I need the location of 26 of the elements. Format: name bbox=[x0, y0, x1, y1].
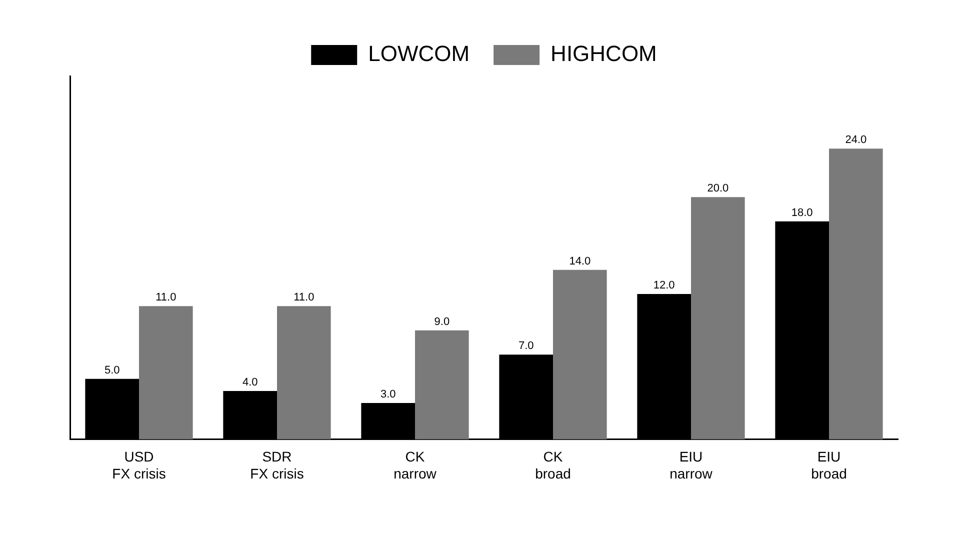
x-tick-label: USD FX crisis bbox=[112, 448, 166, 482]
legend-label: HIGHCOM bbox=[550, 41, 657, 66]
legend-label: LOWCOM bbox=[368, 41, 470, 66]
bar bbox=[829, 148, 883, 440]
bar bbox=[415, 330, 469, 440]
bar bbox=[277, 306, 331, 440]
bar bbox=[553, 270, 607, 440]
data-label: 12.0 bbox=[653, 280, 675, 292]
bar bbox=[691, 197, 745, 440]
data-label: 5.0 bbox=[104, 364, 120, 376]
data-label: 3.0 bbox=[380, 388, 396, 401]
data-label: 20.0 bbox=[707, 182, 729, 195]
data-label: 11.0 bbox=[294, 292, 314, 304]
data-label: 7.0 bbox=[518, 340, 534, 352]
data-label: 11.0 bbox=[156, 292, 176, 304]
x-tick-label: CK narrow bbox=[394, 448, 438, 482]
data-label: 4.0 bbox=[242, 376, 258, 388]
data-label: 14.0 bbox=[569, 255, 591, 268]
x-tick-label: CK broad bbox=[535, 448, 571, 482]
x-tick-label: SDR FX crisis bbox=[250, 448, 304, 482]
x-tick-label: EIU narrow bbox=[670, 448, 714, 482]
data-label: 18.0 bbox=[791, 206, 813, 219]
data-label: 24.0 bbox=[845, 134, 867, 146]
data-label: 9.0 bbox=[434, 316, 450, 328]
x-tick-label: EIU broad bbox=[811, 448, 847, 482]
bar bbox=[139, 306, 193, 440]
